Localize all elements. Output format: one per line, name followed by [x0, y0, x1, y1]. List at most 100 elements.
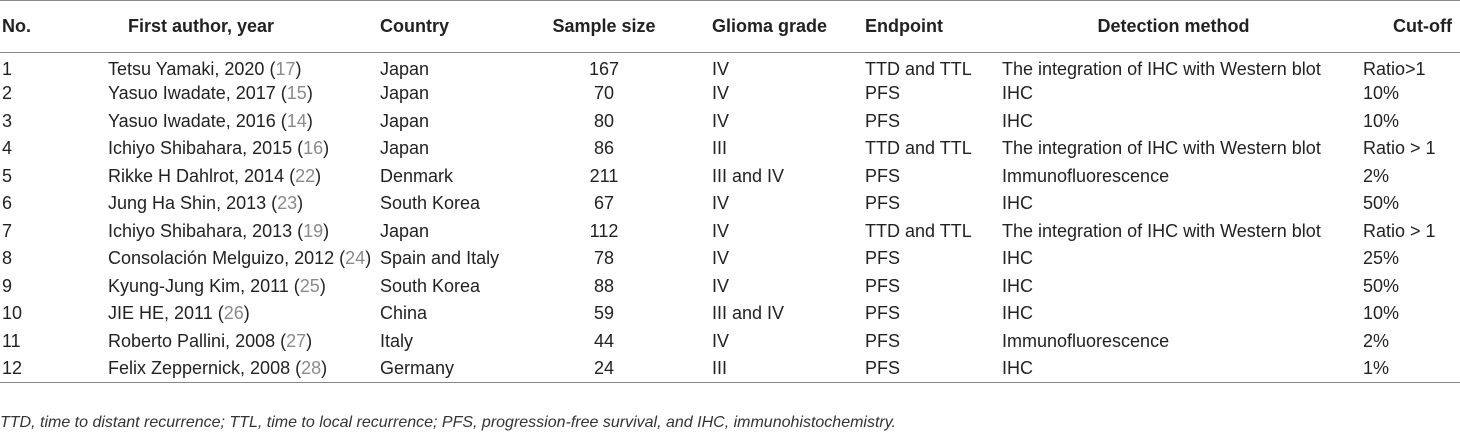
- cell-endpoint: PFS: [854, 80, 990, 108]
- cell-glioma-grade: IV: [705, 245, 854, 273]
- cell-detection-method: IHC: [990, 108, 1357, 136]
- cell-detection-method: IHC: [990, 80, 1357, 108]
- table-row: 4 Ichiyo Shibahara, 2015 (16) Japan 86 III TT…: [0, 135, 1460, 163]
- author-text: Felix Zeppernick, 2008: [108, 358, 291, 378]
- cell-cutoff-text: 50%: [1363, 275, 1400, 296]
- cell-glioma-grade-text: IV: [712, 110, 730, 131]
- cell-detection-method-text: The integration of IHC with Western blot: [1002, 220, 1321, 241]
- cell-country-text: Japan: [380, 110, 430, 131]
- cell-endpoint-text: PFS: [865, 193, 901, 214]
- cell-country: Japan: [380, 135, 503, 163]
- header-endpoint: Endpoint: [854, 0, 990, 53]
- cell-cutoff: Ratio>1: [1357, 53, 1460, 81]
- cell-sample-size-text: 211: [589, 165, 619, 186]
- cell-no: 12: [0, 355, 108, 383]
- cell-author: Ichiyo Shibahara, 2015 (16): [108, 138, 330, 159]
- cell-endpoint: PFS: [854, 245, 990, 273]
- cell-country: Spain and Italy: [380, 245, 503, 273]
- header-sample-size: Sample size: [503, 0, 705, 53]
- cell-cutoff: 2%: [1357, 328, 1460, 356]
- cell-sample-size-text: 112: [589, 220, 619, 241]
- author-text: Tetsu Yamaki, 2020: [108, 59, 265, 79]
- cell-sample-size: 78: [503, 245, 705, 273]
- cell-no-text: 9: [2, 275, 13, 296]
- cell-glioma-grade-text: III and IV: [712, 165, 785, 186]
- reference-link[interactable]: 22: [295, 165, 316, 186]
- reference-link[interactable]: 27: [286, 330, 307, 351]
- cell-detection-method-text: IHC: [1002, 83, 1033, 104]
- cell-cutoff: 10%: [1357, 80, 1460, 108]
- cell-cutoff: Ratio > 1: [1357, 135, 1460, 163]
- cell-cutoff-text: 10%: [1363, 110, 1400, 131]
- header-row: No. First author, year Country Sample si…: [0, 0, 1460, 53]
- cell-glioma-grade-text: III: [712, 138, 728, 159]
- cell-detection-method: IHC: [990, 355, 1357, 383]
- cell-endpoint: PFS: [854, 328, 990, 356]
- cell-cutoff: 1%: [1357, 355, 1460, 383]
- reference-link[interactable]: 14: [286, 110, 307, 131]
- cell-country-text: Japan: [380, 59, 430, 79]
- cell-endpoint: PFS: [854, 190, 990, 218]
- cell-detection-method-text: IHC: [1002, 248, 1033, 269]
- cell-sample-size: 112: [503, 218, 705, 246]
- cell-author: JIE HE, 2011 (26): [108, 303, 250, 324]
- cell-detection-method: Immunofluorescence: [990, 328, 1357, 356]
- cell-cutoff: 50%: [1357, 190, 1460, 218]
- cell-no-text: 10: [2, 303, 23, 324]
- author-text: JIE HE, 2011: [108, 303, 213, 324]
- reference-link[interactable]: 23: [277, 193, 298, 214]
- cell-detection-method-text: IHC: [1002, 358, 1033, 378]
- cell-cutoff-text: Ratio > 1: [1363, 220, 1436, 241]
- reference-link[interactable]: 17: [275, 59, 296, 79]
- cell-detection-method-text: The integration of IHC with Western blot: [1002, 138, 1321, 159]
- cell-no-text: 7: [2, 220, 13, 241]
- reference-link[interactable]: 16: [303, 138, 324, 159]
- cell-sample-size: 70: [503, 80, 705, 108]
- cell-no-text: 6: [2, 193, 13, 214]
- cell-no: 8: [0, 245, 108, 273]
- header-country: Country: [380, 0, 503, 53]
- table-row: 12 Felix Zeppernick, 2008 (28) Germany 24 II…: [0, 355, 1460, 383]
- reference-link[interactable]: 24: [345, 248, 366, 269]
- reference-link[interactable]: 19: [303, 220, 324, 241]
- cell-no: 7: [0, 218, 108, 246]
- cell-detection-method: Immunofluorescence: [990, 163, 1357, 191]
- reference-link[interactable]: 25: [299, 275, 320, 296]
- cell-endpoint: PFS: [854, 300, 990, 328]
- header-no: No.: [0, 0, 108, 53]
- cell-glioma-grade: IV: [705, 328, 854, 356]
- cell-glioma-grade-text: IV: [712, 59, 730, 79]
- cell-no: 3: [0, 108, 108, 136]
- reference-link[interactable]: 28: [301, 358, 322, 378]
- header-cutoff: Cut-off: [1357, 0, 1460, 53]
- cell-cutoff-text: 1%: [1363, 358, 1390, 378]
- cell-author: Kyung-Jung Kim, 2011 (25): [108, 275, 326, 296]
- cell-sample-size: 67: [503, 190, 705, 218]
- cell-country-text: Japan: [380, 138, 430, 159]
- cell-sample-size: 44: [503, 328, 705, 356]
- table-row: 2 Yasuo Iwadate, 2017 (15) Japan 70 IV PFS IHC…: [0, 80, 1460, 108]
- cell-sample-size: 24: [503, 355, 705, 383]
- cell-detection-method-text: Immunofluorescence: [1002, 165, 1170, 186]
- cell-author: Consolación Melguizo, 2012 (24): [108, 248, 372, 269]
- cell-glioma-grade: III: [705, 135, 854, 163]
- cell-detection-method-text: IHC: [1002, 110, 1033, 131]
- cell-cutoff: 25%: [1357, 245, 1460, 273]
- cell-sample-size-text: 80: [593, 110, 615, 131]
- cell-country: Japan: [380, 80, 503, 108]
- cell-country: Japan: [380, 218, 503, 246]
- cell-author: Felix Zeppernick, 2008 (28): [108, 355, 380, 383]
- cell-cutoff-text: 2%: [1363, 165, 1390, 186]
- reference-link[interactable]: 26: [223, 303, 244, 324]
- cell-sample-size-text: 67: [593, 193, 615, 214]
- cell-sample-size: 88: [503, 273, 705, 301]
- cell-country: Japan: [380, 108, 503, 136]
- cell-no: 2: [0, 80, 108, 108]
- cell-glioma-grade: III and IV: [705, 300, 854, 328]
- cell-endpoint-text: PFS: [865, 110, 901, 131]
- cell-cutoff: 2%: [1357, 163, 1460, 191]
- cell-no: 9: [0, 273, 108, 301]
- cell-endpoint-text: TTD and TTL: [865, 220, 972, 241]
- reference-link[interactable]: 15: [286, 83, 307, 104]
